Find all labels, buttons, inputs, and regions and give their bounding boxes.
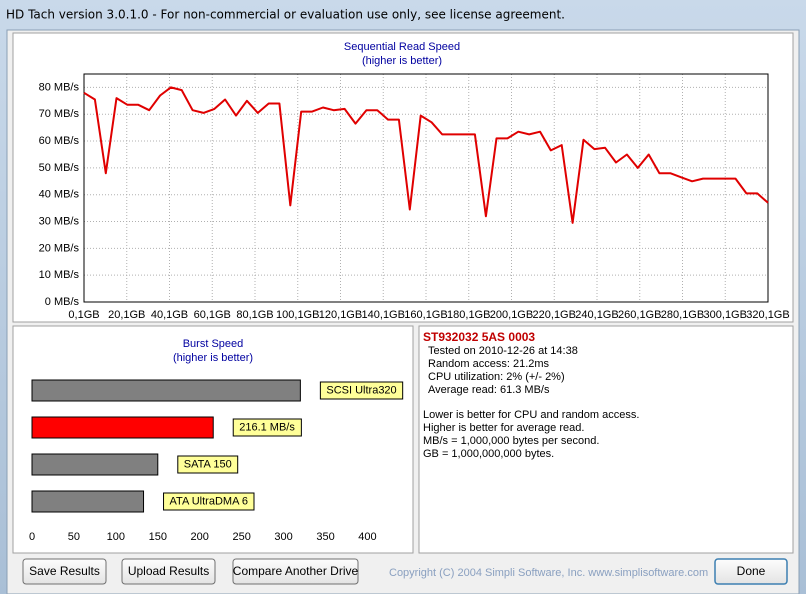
x-tick-label: 0: [29, 531, 35, 543]
bar-label: 216.1 MB/s: [239, 421, 295, 433]
x-tick-label: 300: [274, 531, 292, 543]
stat-line: Tested on 2010-12-26 at 14:38: [428, 345, 578, 357]
button-label[interactable]: Done: [737, 564, 766, 578]
note-line: Lower is better for CPU and random acces…: [423, 409, 639, 421]
bar-label-box: [232, 418, 302, 437]
bar: [31, 379, 301, 402]
bar: [31, 416, 214, 439]
x-tick-label: 300,1GB: [704, 309, 747, 321]
chart-subtitle: (higher is better): [173, 352, 253, 364]
button-face[interactable]: [714, 558, 788, 585]
x-tick-label: 20,1GB: [108, 309, 145, 321]
bar-label: SCSI Ultra320: [326, 384, 396, 396]
stat-line: Average read: 61.3 MB/s: [428, 384, 550, 396]
x-tick-label: 220,1GB: [533, 309, 576, 321]
y-tick-label: 70 MB/s: [39, 108, 80, 120]
stat-line: Random access: 21.2ms: [428, 358, 550, 370]
x-tick-label: 140,1GB: [362, 309, 405, 321]
chart-title: Sequential Read Speed: [344, 41, 460, 53]
plot-frame: [83, 73, 769, 303]
x-tick-label: 400: [358, 531, 376, 543]
x-tick-label: 260,1GB: [618, 309, 661, 321]
x-tick-label: 80,1GB: [236, 309, 273, 321]
copyright: Copyright (C) 2004 Simpli Software, Inc.…: [389, 567, 708, 579]
bar-label: ATA UltraDMA 6: [170, 495, 248, 507]
x-tick-label: 180,1GB: [447, 309, 490, 321]
y-tick-label: 30 MB/s: [39, 215, 80, 227]
button[interactable]: Compare Another Drive: [232, 558, 359, 585]
button-face[interactable]: [121, 558, 216, 585]
info-panel: [418, 325, 794, 554]
x-tick-label: 0,1GB: [68, 309, 99, 321]
button-label[interactable]: Save Results: [29, 564, 100, 578]
stat-line: CPU utilization: 2% (+/- 2%): [428, 371, 565, 383]
note-line: Higher is better for average read.: [423, 422, 584, 434]
y-tick-label: 40 MB/s: [39, 189, 80, 201]
read-panel: [12, 32, 794, 323]
y-tick-label: 20 MB/s: [39, 242, 80, 254]
x-tick-label: 280,1GB: [661, 309, 704, 321]
bar-label-box: [319, 381, 404, 400]
burst-panel: [12, 325, 414, 554]
bar: [31, 453, 159, 476]
y-tick-label: 50 MB/s: [39, 162, 80, 174]
bar: [31, 490, 145, 513]
x-tick-label: 100: [107, 531, 125, 543]
drive-name: ST932032 5AS 0003: [423, 330, 535, 344]
bar-label-box: [163, 492, 255, 511]
y-tick-label: 0 MB/s: [45, 296, 80, 308]
read-speed-line: [83, 86, 769, 224]
buttons: Save Results Upload Results Compare Anothe…: [22, 558, 788, 585]
note-line: MB/s = 1,000,000 bytes per second.: [423, 435, 599, 447]
x-tick-label: 150: [149, 531, 167, 543]
chart-title: Burst Speed: [183, 338, 244, 350]
note-line: GB = 1,000,000,000 bytes.: [423, 448, 554, 460]
chart-subtitle: (higher is better): [362, 55, 442, 67]
x-tick-label: 250: [232, 531, 250, 543]
x-tick-label: 50: [68, 531, 80, 543]
y-tick-label: 10 MB/s: [39, 269, 80, 281]
bar-label: SATA 150: [184, 458, 232, 470]
y-tick-label: 80 MB/s: [39, 81, 80, 93]
x-tick-label: 160,1GB: [404, 309, 447, 321]
bar-label-box: [177, 455, 239, 474]
x-tick-label: 200,1GB: [490, 309, 533, 321]
x-tick-label: 320,1GB: [746, 309, 789, 321]
window-title: HD Tach version 3.0.1.0 - For non-commer…: [6, 8, 565, 22]
button-face[interactable]: [232, 558, 359, 585]
x-tick-label: 350: [316, 531, 334, 543]
x-tick-label: 120,1GB: [319, 309, 362, 321]
button[interactable]: Done: [714, 558, 788, 585]
y-tick-label: 60 MB/s: [39, 135, 80, 147]
button[interactable]: Save Results: [22, 558, 107, 585]
x-tick-label: 200: [191, 531, 209, 543]
button-label[interactable]: Upload Results: [128, 564, 209, 578]
x-tick-label: 40,1GB: [151, 309, 188, 321]
button[interactable]: Upload Results: [121, 558, 216, 585]
x-tick-label: 240,1GB: [575, 309, 618, 321]
button-label[interactable]: Compare Another Drive: [233, 564, 359, 578]
button-face[interactable]: [22, 558, 107, 585]
x-tick-label: 100,1GB: [276, 309, 319, 321]
x-tick-label: 60,1GB: [194, 309, 231, 321]
